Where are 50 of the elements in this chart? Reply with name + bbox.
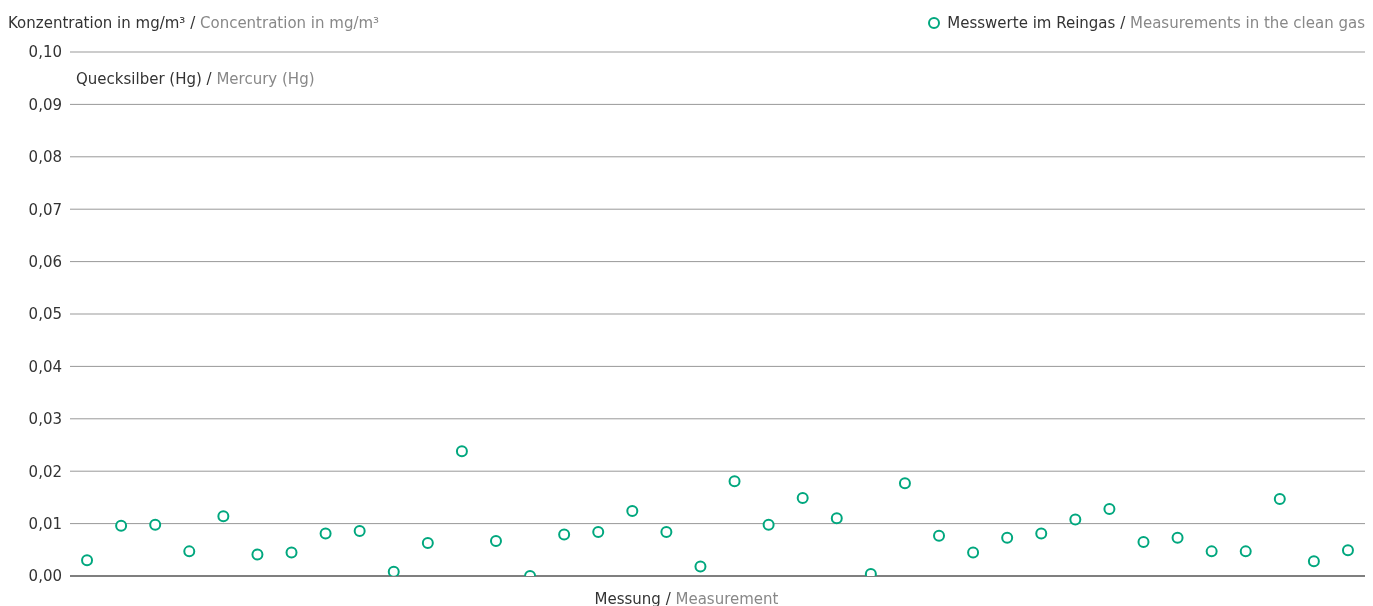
point <box>796 491 809 504</box>
y-axis-title: Konzentration in mg/m³ / Concentration in mg/m³ <box>8 14 380 32</box>
point <box>319 527 332 540</box>
y-tick-label: 0,03 <box>28 410 62 429</box>
point <box>1137 535 1150 548</box>
point <box>592 525 605 538</box>
point <box>558 528 571 541</box>
point <box>387 565 400 576</box>
point <box>830 512 843 525</box>
y-tick-label: 0,02 <box>28 462 62 481</box>
point <box>1069 513 1082 526</box>
point <box>421 536 434 549</box>
point <box>1341 544 1354 557</box>
point <box>1307 555 1320 568</box>
point <box>1103 502 1116 515</box>
annotation: Quecksilber (Hg) / Mercury (Hg) <box>76 70 315 88</box>
y-tick-label: 0,10 <box>28 43 62 62</box>
point <box>1205 545 1218 558</box>
point <box>217 510 230 523</box>
y-tick-label: 0,01 <box>28 514 62 533</box>
point <box>353 524 366 537</box>
point <box>489 534 502 547</box>
point <box>183 545 196 558</box>
point <box>660 525 673 538</box>
point <box>626 505 639 518</box>
y-tick-label: 0,09 <box>28 95 62 114</box>
point <box>1035 527 1048 540</box>
point <box>1273 492 1286 505</box>
point <box>933 529 946 542</box>
point <box>81 554 94 567</box>
point <box>967 546 980 559</box>
point <box>1239 545 1252 558</box>
point <box>762 518 775 531</box>
point <box>251 548 264 561</box>
point <box>694 560 707 573</box>
point <box>1171 531 1184 544</box>
point <box>285 546 298 559</box>
legend-label: Messwerte im Reingas / Measurements in the clean gas <box>947 14 1365 32</box>
y-tick-label: 0,06 <box>28 252 62 271</box>
point <box>1001 531 1014 544</box>
point <box>149 518 162 531</box>
y-tick-label: 0,07 <box>28 200 62 219</box>
y-tick-label: 0,04 <box>28 357 62 376</box>
point <box>455 445 468 458</box>
point <box>728 475 741 488</box>
y-tick-label: 0,05 <box>28 305 62 324</box>
point <box>115 519 128 532</box>
y-tick-label: 0,08 <box>28 148 62 167</box>
y-tick-label: 0,00 <box>28 567 62 586</box>
point <box>898 477 911 490</box>
